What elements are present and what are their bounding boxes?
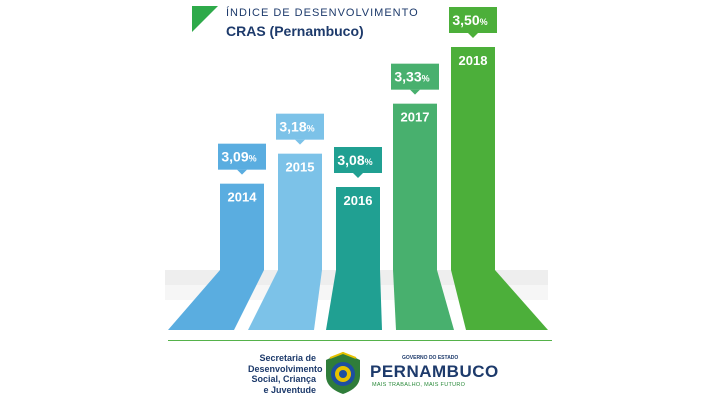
category-label: 2018: [459, 53, 488, 68]
value-label: 3,08%: [337, 152, 372, 168]
pernambuco-seal-icon: [326, 351, 360, 394]
state-name: PERNAMBUCO: [370, 362, 499, 381]
footer-divider: [168, 340, 552, 341]
bar-floor: [168, 270, 264, 330]
value-label-pointer: [410, 89, 420, 95]
secretaria-line: Secretaria de: [259, 353, 316, 363]
value-label: 3,09%: [221, 149, 256, 165]
bar-floor: [451, 270, 548, 330]
value-label: 3,50%: [452, 12, 487, 28]
state-motto: MAIS TRABALHO, MAIS FUTURO: [372, 382, 466, 388]
secretaria-line: Social, Criança: [251, 374, 316, 384]
value-label: 3,18%: [279, 119, 314, 135]
footer: Secretaria de Desenvolvimento Social, Cr…: [0, 340, 713, 403]
bar: [336, 187, 380, 270]
chart-header: ÍNDICE DE DESENVOLVIMENTO CRAS (Pernambu…: [192, 6, 432, 46]
value-label-box: [334, 147, 382, 173]
bar-floor: [248, 270, 322, 330]
value-label-box: [218, 143, 266, 170]
chart-subtitle: ÍNDICE DE DESENVOLVIMENTO: [226, 7, 419, 19]
value-label-box: [391, 63, 439, 90]
category-label: 2014: [228, 190, 258, 205]
secretaria-name: Secretaria de Desenvolvimento Social, Cr…: [248, 353, 323, 395]
category-label: 2015: [286, 160, 315, 175]
bar: [393, 103, 437, 271]
bar-floor: [326, 270, 382, 330]
bar: [220, 183, 264, 270]
value-label-pointer: [295, 139, 305, 145]
bar: [451, 47, 495, 270]
value-label-box: [449, 7, 497, 33]
chart-title: CRAS (Pernambuco): [226, 23, 364, 39]
category-label: 2016: [344, 193, 373, 208]
value-label-pointer: [468, 33, 478, 38]
bar-floor: [393, 270, 454, 330]
value-label-pointer: [353, 173, 363, 178]
value-label: 3,33%: [394, 69, 429, 85]
category-label: 2017: [401, 110, 430, 125]
secretaria-line: e Juventude: [263, 384, 316, 395]
bar-chart: 3,09% 2014 3,18% 2015 3,08% 2016 3,33% 2017 3,50…: [165, 7, 548, 330]
secretaria-line: Desenvolvimento: [248, 363, 323, 374]
gov-label: GOVERNO DO ESTADO: [402, 355, 459, 361]
bar: [278, 153, 322, 270]
value-label-box: [276, 113, 324, 140]
value-label-pointer: [237, 169, 247, 175]
